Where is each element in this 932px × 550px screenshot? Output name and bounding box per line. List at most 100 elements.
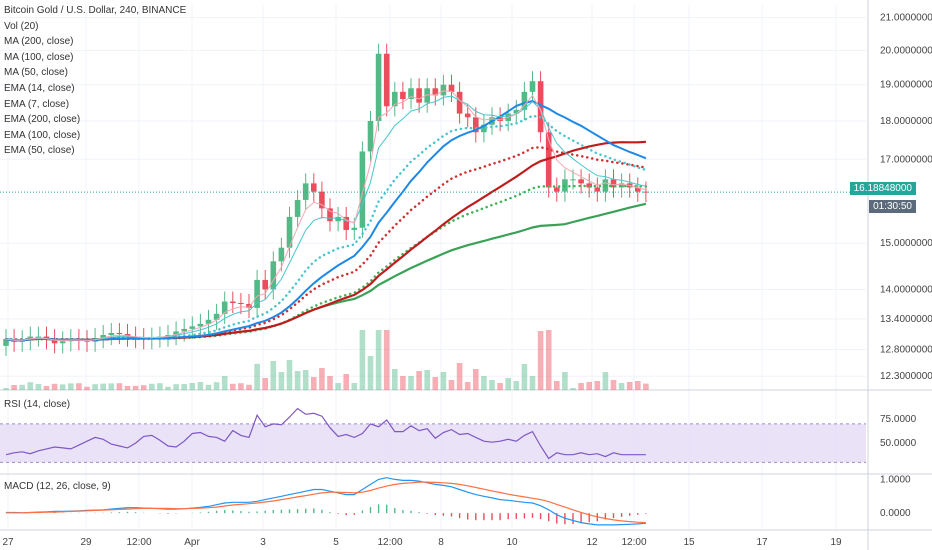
candle[interactable] [367, 120, 374, 152]
candle[interactable] [618, 183, 625, 188]
candle[interactable] [246, 303, 252, 308]
volume-bar [529, 376, 536, 390]
candle[interactable] [319, 191, 325, 209]
candle[interactable] [205, 319, 212, 324]
candle[interactable] [610, 179, 617, 188]
candle[interactable] [3, 339, 9, 346]
candle[interactable] [343, 216, 349, 230]
candle[interactable] [513, 109, 520, 114]
candle[interactable] [473, 117, 479, 133]
candle[interactable] [197, 323, 204, 327]
y-tick-label: 17.00000000 [880, 154, 932, 165]
candle[interactable] [375, 53, 382, 121]
candle[interactable] [278, 247, 285, 262]
candle[interactable] [578, 179, 584, 184]
candle[interactable] [464, 113, 471, 118]
candle[interactable] [327, 208, 333, 222]
candle[interactable] [270, 261, 277, 290]
candle[interactable] [173, 331, 179, 336]
rsi-title[interactable]: RSI (14, close) [4, 399, 71, 410]
ema200-line [4, 184, 648, 341]
ema7-line [5, 90, 647, 342]
candle[interactable] [181, 328, 187, 332]
candle[interactable] [351, 227, 358, 230]
legend-item-ema7[interactable]: EMA (7, close) [4, 98, 70, 110]
volume-bar [68, 383, 74, 390]
candle[interactable] [432, 88, 439, 96]
candle[interactable] [497, 117, 503, 121]
volume-bar [51, 383, 58, 390]
candle[interactable] [335, 216, 341, 222]
volume-bar [327, 376, 333, 390]
candle[interactable] [294, 199, 301, 217]
candle[interactable] [521, 91, 528, 110]
candle[interactable] [302, 183, 309, 200]
candle[interactable] [189, 326, 196, 329]
candle[interactable] [51, 339, 58, 344]
legend-item-ema50[interactable]: EMA (50, close) [4, 145, 75, 157]
volume-bar [76, 383, 82, 390]
rsi-line [5, 407, 646, 460]
candle[interactable] [230, 301, 236, 303]
macd-title[interactable]: MACD (12, 26, close, 9) [4, 481, 111, 492]
volume-bar [278, 372, 285, 390]
volume-bar [335, 383, 341, 390]
volume-bar [319, 368, 325, 390]
legend-item-ema14[interactable]: EMA (14, close) [4, 82, 75, 94]
legend-item-ema100[interactable]: EMA (100, close) [4, 129, 81, 141]
volume-bar [11, 385, 17, 390]
candle[interactable] [570, 179, 576, 181]
candle[interactable] [481, 124, 487, 133]
candle[interactable] [416, 88, 422, 103]
candle[interactable] [554, 187, 560, 192]
candle[interactable] [440, 84, 447, 96]
volume-bar [456, 363, 463, 390]
legend-item-ma100[interactable]: MA (100, close) [4, 51, 74, 63]
y-tick-label: 19.00000000 [880, 80, 932, 91]
volume-bar [221, 376, 228, 390]
candle[interactable] [238, 302, 244, 304]
volume-bar [489, 380, 495, 390]
candle[interactable] [286, 216, 293, 248]
candle[interactable] [262, 279, 268, 290]
volume-bar [3, 388, 9, 390]
legend-item-ma200[interactable]: MA (200, close) [4, 36, 74, 48]
chart-title[interactable]: Bitcoin Gold / U.S. Dollar, 240, BINANCE [4, 5, 187, 16]
legend-item-ema200[interactable]: EMA (200, close) [4, 114, 81, 126]
candle[interactable] [537, 81, 544, 133]
candle[interactable] [408, 88, 414, 100]
candle[interactable] [254, 279, 260, 308]
x-tick-label: 10 [506, 537, 518, 548]
x-tick-label: 12 [586, 537, 598, 548]
candle[interactable] [594, 187, 601, 192]
volume-bar [416, 371, 422, 390]
candle[interactable] [400, 91, 406, 100]
candle[interactable] [424, 88, 430, 103]
candle[interactable] [635, 187, 641, 192]
macd-signal-line [6, 481, 646, 524]
candle[interactable] [116, 332, 123, 334]
candle[interactable] [311, 183, 317, 192]
candle[interactable] [213, 313, 220, 320]
candle[interactable] [35, 336, 42, 338]
candle[interactable] [545, 132, 552, 188]
candle[interactable] [100, 335, 106, 339]
candle[interactable] [392, 91, 398, 107]
candle[interactable] [359, 151, 366, 228]
x-tick-label: 8 [438, 537, 444, 548]
candle[interactable] [529, 81, 536, 92]
volume-bar [238, 383, 244, 390]
candle[interactable] [383, 53, 390, 107]
legend-item-vol[interactable]: Vol (20) [4, 20, 39, 32]
volume-bar [132, 385, 139, 390]
candle[interactable] [59, 341, 66, 344]
legend-item-ma50[interactable]: MA (50, close) [4, 67, 68, 79]
x-tick-label: 12:00 [621, 537, 646, 548]
candle[interactable] [456, 91, 463, 114]
candle[interactable] [108, 332, 115, 336]
candle[interactable] [221, 301, 228, 314]
candle[interactable] [448, 84, 455, 92]
volume-bar [262, 378, 268, 390]
volume-bar [270, 361, 277, 390]
